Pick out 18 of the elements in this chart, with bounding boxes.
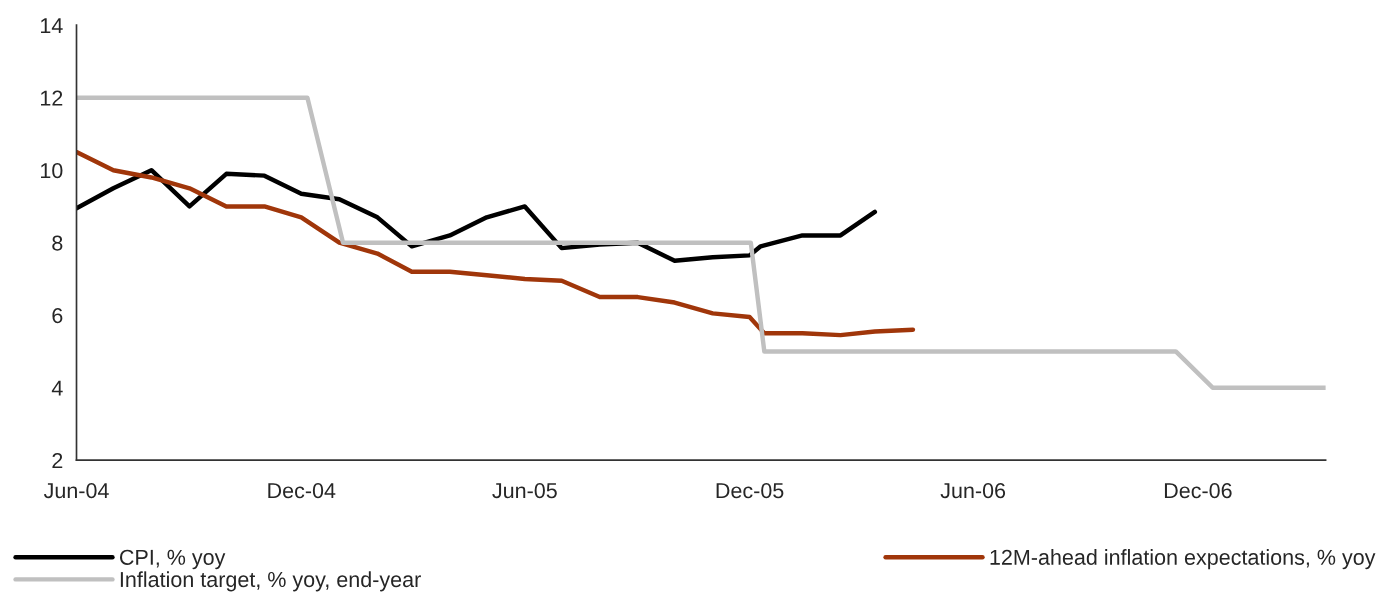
y-tick-label: 10 [41,162,63,179]
y-tick-label: 12 [41,90,63,106]
x-tick-label: Dec-06 [1164,482,1232,499]
y-tick-label: 14 [41,18,63,33]
legend-label: 12M-ahead inflation expectations, % yoy [990,549,1376,570]
x-tick-label: Jun-05 [492,482,557,499]
y-tick-label: 6 [52,307,63,324]
line-series [76,149,916,338]
y-tick-label: 4 [51,380,63,396]
x-tick-label: Jun-04 [43,482,109,499]
line-series [76,95,1326,390]
x-tick-label: Dec-05 [716,482,784,499]
y-tick-label: 8 [52,235,63,251]
legend-label: Inflation target, % yoy, end-year [120,571,421,592]
y-tick-label: 2 [52,452,63,468]
x-tick-label: Dec-04 [268,482,336,499]
legend-label: CPI, % yoy [119,549,226,570]
x-tick-label: Jun-06 [940,482,1006,499]
